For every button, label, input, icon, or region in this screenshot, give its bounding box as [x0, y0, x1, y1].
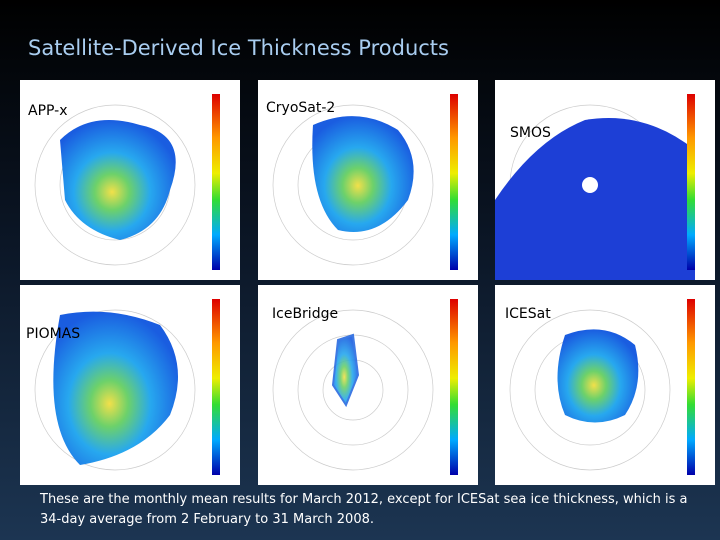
- color-bar: [212, 299, 220, 475]
- panel-label: ICESat: [505, 306, 551, 322]
- map-panel: APP-x: [20, 80, 240, 280]
- polar-grid: [509, 309, 671, 471]
- polar-grid: [272, 104, 434, 266]
- map-panel: PIOMAS: [20, 285, 240, 485]
- slide-title: Satellite-Derived Ice Thickness Products: [28, 36, 449, 60]
- panel-label: APP-x: [28, 103, 68, 119]
- color-bar: [687, 299, 695, 475]
- caption: These are the monthly mean results for M…: [40, 492, 688, 527]
- map-panel: IceBridge: [258, 285, 478, 485]
- map-panel: ICESat: [495, 285, 715, 485]
- polar-grid: [272, 309, 434, 471]
- ice-field: [495, 118, 695, 280]
- color-bar: [450, 299, 458, 475]
- map-panel: CryoSat-2: [258, 80, 478, 280]
- panel-background: [258, 285, 478, 485]
- ice-field: [53, 311, 179, 465]
- polar-grid: [34, 104, 196, 266]
- panel-label: SMOS: [510, 125, 551, 141]
- ice-field: [312, 116, 414, 232]
- ice-field: [331, 333, 360, 408]
- ice-field: [557, 329, 639, 423]
- map-panel: SMOS: [495, 80, 715, 280]
- ice-field: [60, 120, 176, 240]
- polar-grid: [34, 309, 196, 471]
- color-bar: [212, 94, 220, 270]
- color-bar: [687, 94, 695, 270]
- panel-label: PIOMAS: [26, 326, 80, 342]
- panel-label: CryoSat-2: [266, 100, 335, 116]
- color-bar: [450, 94, 458, 270]
- pole-hole: [582, 177, 598, 193]
- panel-label: IceBridge: [272, 306, 338, 322]
